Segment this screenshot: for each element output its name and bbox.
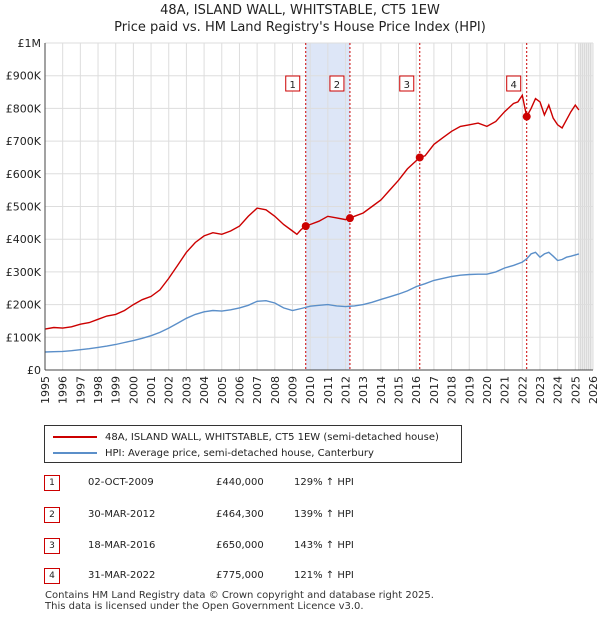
x-tick-label: 2008 — [269, 376, 282, 404]
x-tick-label: 2024 — [552, 376, 565, 404]
transaction-price: £775,000 — [216, 570, 264, 581]
transaction-hpi: 121% ↑ HPI — [294, 570, 354, 581]
transaction-date: 30-MAR-2012 — [88, 509, 156, 520]
legend-swatch-hpi — [53, 452, 97, 454]
transaction-row: 1 02-OCT-2009 £440,000 129% ↑ HPI — [44, 474, 464, 492]
y-tick-label: £200K — [6, 299, 42, 312]
x-tick-label: 2023 — [534, 376, 547, 404]
price-chart: £0 £100K £200K £300K £400K £500K £600K £700K £80… — [6, 37, 600, 404]
transaction-number: 4 — [44, 568, 60, 584]
transaction-date: 18-MAR-2016 — [88, 540, 156, 551]
x-tick-label: 2016 — [410, 376, 423, 404]
footer-line-1: Contains HM Land Registry data © Crown c… — [45, 590, 434, 601]
x-tick-label: 2021 — [499, 376, 512, 404]
x-tick-label: 2003 — [180, 376, 193, 404]
x-tick-label: 2014 — [375, 376, 388, 404]
x-tick-label: 2009 — [286, 376, 299, 404]
y-tick-label: £500K — [6, 201, 42, 214]
transaction-hpi: 129% ↑ HPI — [294, 477, 354, 488]
y-tick-label: £700K — [6, 135, 42, 148]
x-tick-label: 2000 — [127, 376, 140, 404]
transaction-price: £440,000 — [216, 477, 264, 488]
x-tick-label: 2018 — [446, 376, 459, 404]
footer-note: Contains HM Land Registry data © Crown c… — [45, 590, 434, 612]
sale-number-label: 2 — [334, 80, 340, 91]
legend-swatch-property — [53, 436, 97, 438]
x-tick-label: 1997 — [74, 376, 87, 404]
x-tick-label: 2022 — [516, 376, 529, 404]
transaction-number: 1 — [44, 475, 60, 491]
y-tick-label: £400K — [6, 233, 42, 246]
transaction-date: 02-OCT-2009 — [88, 477, 154, 488]
sale-number-box — [285, 75, 301, 92]
y-tick-label: £300K — [6, 266, 42, 279]
y-tick-label: £0 — [27, 364, 41, 377]
x-tick-label: 1995 — [39, 376, 52, 404]
x-tick-label: 2013 — [357, 376, 370, 404]
x-tick-label: 2019 — [463, 376, 476, 404]
chart-legend: 48A, ISLAND WALL, WHITSTABLE, CT5 1EW (s… — [44, 425, 462, 463]
x-tick-label: 2006 — [233, 376, 246, 404]
x-tick-label: 2007 — [251, 376, 264, 404]
footer-line-2: This data is licensed under the Open Gov… — [45, 601, 364, 612]
y-tick-label: £100K — [6, 331, 42, 344]
sale-number-label: 3 — [404, 80, 410, 91]
transaction-hpi: 139% ↑ HPI — [294, 509, 354, 520]
sale-number-box — [399, 75, 415, 92]
y-tick-label: £1M — [18, 37, 42, 50]
x-tick-label: 1996 — [57, 376, 70, 404]
chart-title: 48A, ISLAND WALL, WHITSTABLE, CT5 1EW — [160, 3, 440, 18]
x-tick-label: 2011 — [322, 376, 335, 404]
x-tick-label: 2010 — [304, 376, 317, 404]
y-tick-label: £600K — [6, 168, 42, 181]
legend-item-hpi: HPI: Average price, semi-detached house,… — [53, 446, 374, 460]
transaction-hpi: 143% ↑ HPI — [294, 540, 354, 551]
x-tick-label: 2020 — [481, 376, 494, 404]
sale-number-box — [329, 75, 345, 92]
sale-number-label: 4 — [511, 80, 517, 91]
chart-subtitle: Price paid vs. HM Land Registry's House … — [114, 20, 486, 35]
transaction-date: 31-MAR-2022 — [88, 570, 156, 581]
x-tick-label: 2012 — [340, 376, 353, 404]
legend-label-property: 48A, ISLAND WALL, WHITSTABLE, CT5 1EW (s… — [105, 431, 439, 443]
sale-point — [415, 153, 424, 162]
x-tick-label: 2015 — [393, 376, 406, 404]
y-tick-label: £800K — [6, 102, 42, 115]
legend-label-hpi: HPI: Average price, semi-detached house,… — [105, 447, 374, 459]
x-tick-label: 2017 — [428, 376, 441, 404]
x-tick-label: 1998 — [92, 376, 105, 404]
x-tick-label: 2004 — [198, 376, 211, 404]
sale-number-label: 1 — [290, 80, 296, 91]
transaction-number: 2 — [44, 507, 60, 523]
transaction-number: 3 — [44, 538, 60, 554]
transaction-row: 3 18-MAR-2016 £650,000 143% ↑ HPI — [44, 537, 464, 555]
x-tick-label: 2026 — [587, 376, 600, 404]
transaction-price: £464,300 — [216, 509, 264, 520]
x-tick-label: 2001 — [145, 376, 158, 404]
sale-point — [522, 112, 531, 121]
sale-point — [301, 222, 310, 231]
transaction-row: 2 30-MAR-2012 £464,300 139% ↑ HPI — [44, 506, 464, 524]
legend-item-property: 48A, ISLAND WALL, WHITSTABLE, CT5 1EW (s… — [53, 430, 439, 444]
transaction-row: 4 31-MAR-2022 £775,000 121% ↑ HPI — [44, 567, 464, 585]
x-tick-label: 1999 — [110, 376, 123, 404]
transaction-price: £650,000 — [216, 540, 264, 551]
sale-number-box — [506, 75, 522, 92]
x-tick-label: 2025 — [569, 376, 582, 404]
hpi-line — [44, 251, 580, 353]
x-tick-label: 2005 — [216, 376, 229, 404]
sale-point — [345, 214, 354, 223]
y-tick-label: £900K — [6, 70, 42, 83]
x-tick-label: 2002 — [163, 376, 176, 404]
